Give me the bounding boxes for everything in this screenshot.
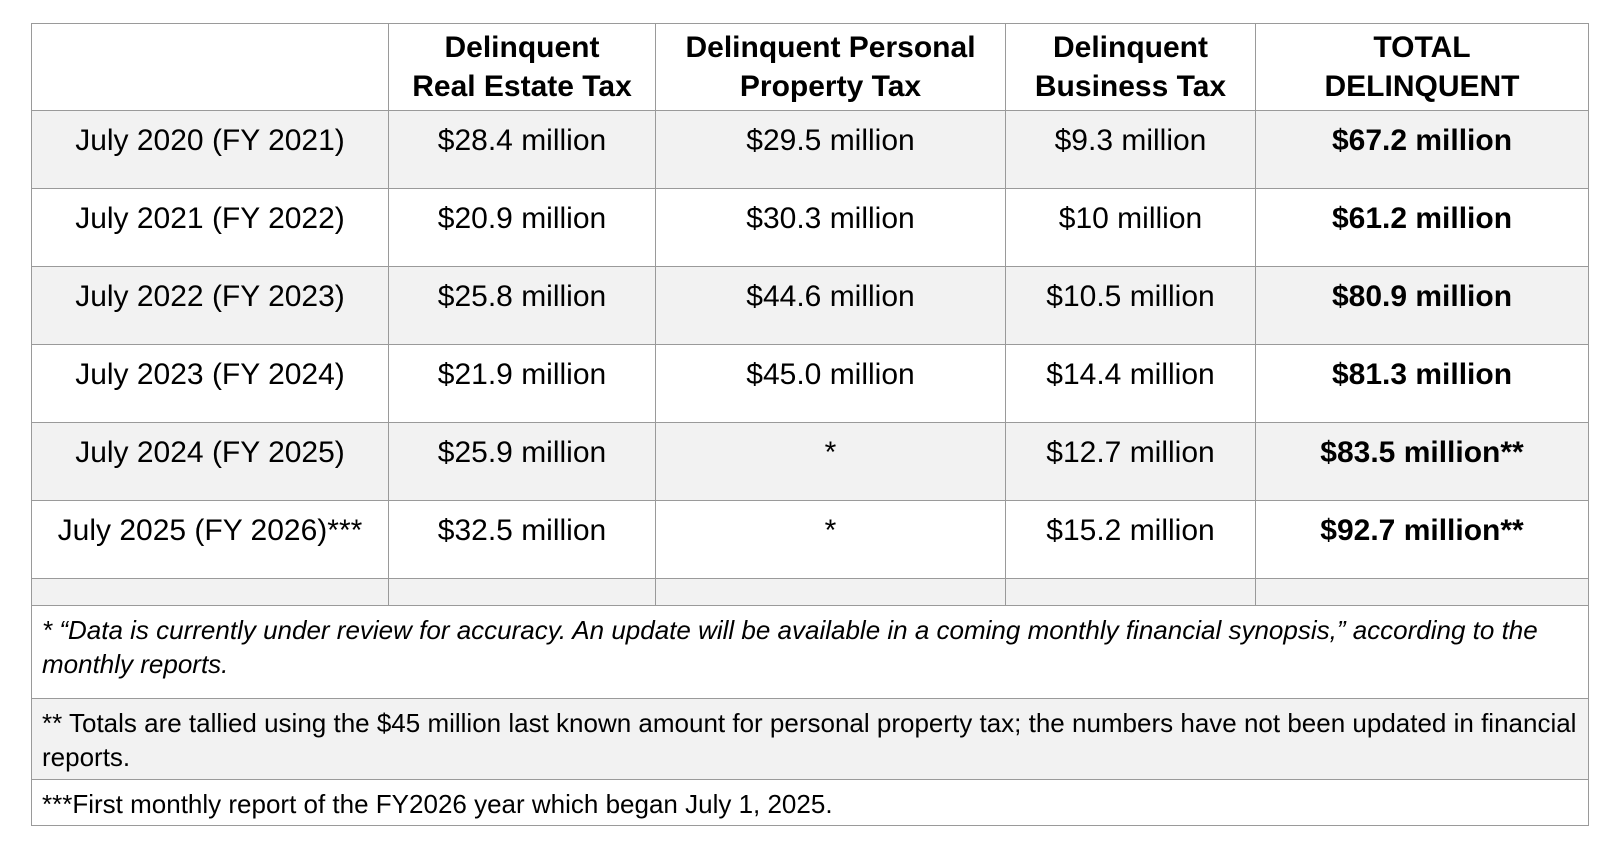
cell-personal-property: $30.3 million xyxy=(655,188,1006,267)
cell-personal-property: $45.0 million xyxy=(655,344,1006,423)
footnote-row-2: ** Totals are tallied using the $45 mill… xyxy=(31,698,1589,780)
footnote-row-3: ***First monthly report of the FY2026 ye… xyxy=(31,778,1589,826)
cell-real-estate: $20.9 million xyxy=(388,188,656,267)
spacer-cell xyxy=(388,578,656,606)
cell-real-estate: $28.4 million xyxy=(388,110,656,189)
row-label: July 2024 (FY 2025) xyxy=(31,422,389,501)
cell-personal-property: $44.6 million xyxy=(655,266,1006,345)
table-row-july-2022: July 2022 (FY 2023) $25.8 million $44.6 … xyxy=(31,266,1589,345)
spacer-cell xyxy=(1255,578,1589,606)
table-row-july-2023: July 2023 (FY 2024) $21.9 million $45.0 … xyxy=(31,344,1589,423)
spacer-cell xyxy=(1005,578,1256,606)
spacer-cell xyxy=(655,578,1006,606)
delinquent-tax-table: Delinquent Real Estate Tax Delinquent Pe… xyxy=(31,23,1589,826)
cell-total: $92.7 million** xyxy=(1255,500,1589,579)
cell-real-estate: $25.9 million xyxy=(388,422,656,501)
cell-real-estate: $25.8 million xyxy=(388,266,656,345)
spacer-cell xyxy=(31,578,389,606)
row-label: July 2021 (FY 2022) xyxy=(31,188,389,267)
cell-business: $15.2 million xyxy=(1005,500,1256,579)
row-label: July 2023 (FY 2024) xyxy=(31,344,389,423)
table-row-july-2025: July 2025 (FY 2026)*** $32.5 million * $… xyxy=(31,500,1589,579)
cell-total: $61.2 million xyxy=(1255,188,1589,267)
header-business-tax: Delinquent Business Tax xyxy=(1005,23,1256,111)
spacer-row xyxy=(31,578,1589,606)
footnote-data-under-review: * “Data is currently under review for ac… xyxy=(31,605,1589,699)
header-row: Delinquent Real Estate Tax Delinquent Pe… xyxy=(31,23,1589,111)
header-total-delinquent: TOTAL DELINQUENT xyxy=(1255,23,1589,111)
cell-real-estate: $32.5 million xyxy=(388,500,656,579)
cell-personal-property: * xyxy=(655,500,1006,579)
footnote-totals-tallied: ** Totals are tallied using the $45 mill… xyxy=(31,698,1589,780)
cell-total: $80.9 million xyxy=(1255,266,1589,345)
header-real-estate-tax: Delinquent Real Estate Tax xyxy=(388,23,656,111)
cell-business: $9.3 million xyxy=(1005,110,1256,189)
header-empty-cell xyxy=(31,23,389,111)
cell-total: $81.3 million xyxy=(1255,344,1589,423)
table-row-july-2021: July 2021 (FY 2022) $20.9 million $30.3 … xyxy=(31,188,1589,267)
cell-personal-property: $29.5 million xyxy=(655,110,1006,189)
cell-real-estate: $21.9 million xyxy=(388,344,656,423)
cell-business: $14.4 million xyxy=(1005,344,1256,423)
table-row-july-2024: July 2024 (FY 2025) $25.9 million * $12.… xyxy=(31,422,1589,501)
cell-total: $83.5 million** xyxy=(1255,422,1589,501)
footnote-first-monthly-report: ***First monthly report of the FY2026 ye… xyxy=(31,778,1589,826)
cell-total: $67.2 million xyxy=(1255,110,1589,189)
header-personal-property-tax: Delinquent Personal Property Tax xyxy=(655,23,1006,111)
cell-business: $10 million xyxy=(1005,188,1256,267)
cell-business: $10.5 million xyxy=(1005,266,1256,345)
cell-business: $12.7 million xyxy=(1005,422,1256,501)
footnote-row-1: * “Data is currently under review for ac… xyxy=(31,605,1589,699)
row-label: July 2022 (FY 2023) xyxy=(31,266,389,345)
cell-personal-property: * xyxy=(655,422,1006,501)
table-row-july-2020: July 2020 (FY 2021) $28.4 million $29.5 … xyxy=(31,110,1589,189)
row-label: July 2020 (FY 2021) xyxy=(31,110,389,189)
row-label: July 2025 (FY 2026)*** xyxy=(31,500,389,579)
